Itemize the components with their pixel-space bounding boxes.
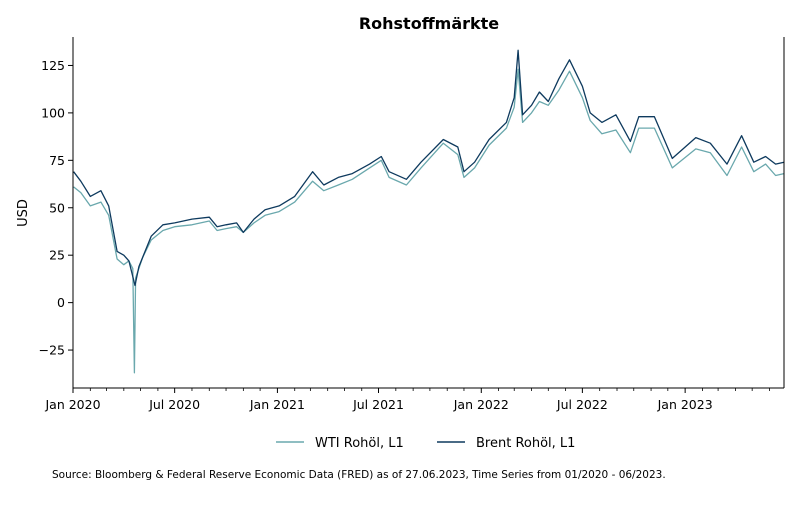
y-tick-label: −25 bbox=[39, 343, 65, 358]
legend: WTI Rohöl, L1 Brent Rohöl, L1 bbox=[276, 436, 575, 451]
x-ticks: Jan 2020 Jul 2020 Jan 2021 Jul 2021 Jan 2022… bbox=[44, 388, 713, 412]
legend-label-brent: Brent Rohöl, L1 bbox=[476, 436, 575, 451]
y-tick-label: 50 bbox=[49, 200, 65, 215]
x-tick-label: Jan 2020 bbox=[44, 397, 100, 412]
x-tick-label: Jan 2023 bbox=[657, 397, 713, 412]
y-tick-label: 100 bbox=[41, 105, 65, 120]
y-tick-label: 75 bbox=[49, 153, 65, 168]
x-tick-label: Jul 2022 bbox=[556, 397, 608, 412]
source-note: Source: Bloomberg & Federal Reserve Econ… bbox=[52, 469, 666, 481]
y-axis-label: USD bbox=[16, 199, 31, 227]
x-tick-label: Jan 2021 bbox=[249, 397, 305, 412]
x-tick-label: Jul 2021 bbox=[352, 397, 404, 412]
y-tick-label: 125 bbox=[41, 58, 65, 73]
x-tick-label: Jan 2022 bbox=[453, 397, 509, 412]
legend-label-wti: WTI Rohöl, L1 bbox=[315, 436, 404, 451]
x-minor-ticks bbox=[89, 388, 770, 391]
x-tick-label: Jul 2020 bbox=[148, 397, 200, 412]
y-ticks: −25 0 25 50 75 100 125 bbox=[39, 58, 73, 358]
y-tick-label: 0 bbox=[57, 295, 65, 310]
series-layer bbox=[73, 49, 785, 374]
chart-title: Rohstoffmärkte bbox=[359, 14, 499, 33]
y-tick-label: 25 bbox=[49, 248, 65, 263]
series-line-brent bbox=[73, 49, 785, 287]
